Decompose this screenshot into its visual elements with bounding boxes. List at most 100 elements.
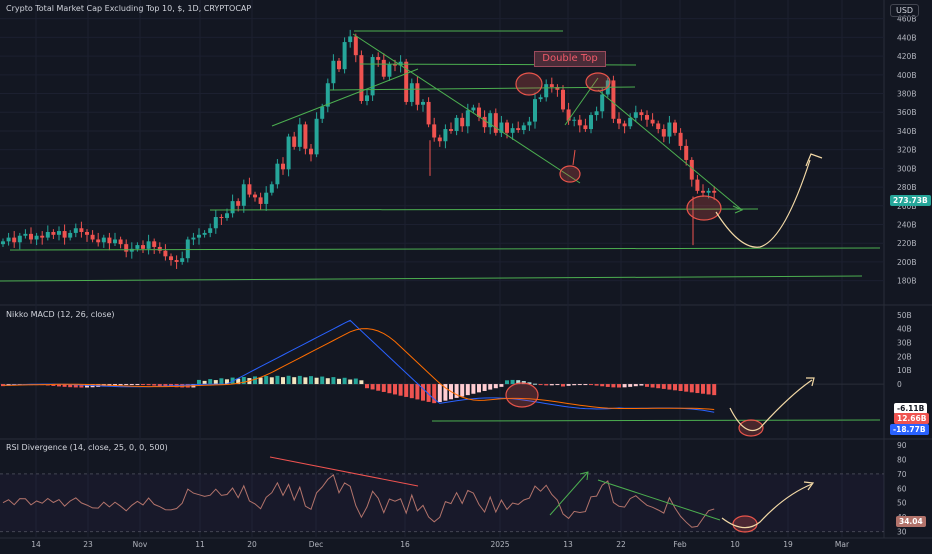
macd-bar <box>611 384 616 388</box>
macd-bar <box>370 384 375 390</box>
macd-bar <box>493 384 498 389</box>
macd-bar <box>471 384 476 394</box>
chart-title: Crypto Total Market Cap Excluding Top 10… <box>6 4 252 13</box>
macd-bar <box>337 378 341 385</box>
macd-bar <box>712 384 717 396</box>
candle <box>376 57 381 60</box>
macd-bar <box>533 383 537 385</box>
y-tick-label: 200B <box>897 258 916 267</box>
candle <box>107 237 112 244</box>
candle <box>348 36 353 43</box>
macd-tick-label: 40B <box>897 325 912 334</box>
macd-bar <box>113 384 117 386</box>
x-tick-label: Dec <box>309 540 324 549</box>
x-tick-label: 23 <box>83 540 93 549</box>
candle <box>622 123 627 127</box>
candle <box>79 228 84 232</box>
projection-curve <box>715 159 811 248</box>
macd-bar <box>510 379 515 385</box>
candle <box>555 86 560 90</box>
candle <box>667 122 672 137</box>
macd-low-circle <box>738 419 764 437</box>
macd-bar <box>577 384 582 386</box>
candle <box>493 113 498 133</box>
candle <box>185 239 190 259</box>
macd-bar <box>219 378 224 385</box>
candle <box>661 129 666 137</box>
low-circle <box>559 165 581 183</box>
macd-bar <box>79 384 84 388</box>
candle <box>57 231 61 235</box>
macd-bar <box>684 384 689 392</box>
candle <box>320 106 325 119</box>
macd-pane-title: Nikko MACD (12, 26, close) <box>6 310 115 319</box>
macd-bar <box>426 384 431 402</box>
macd-bar <box>706 384 711 395</box>
macd-bar <box>146 384 151 386</box>
macd-bar <box>538 384 543 386</box>
y-tick-label: 440B <box>897 33 916 42</box>
neckline <box>209 208 759 211</box>
macd-bar <box>437 384 442 403</box>
candle <box>421 101 425 105</box>
candle <box>281 163 285 170</box>
candle <box>157 246 162 251</box>
candle <box>566 109 571 121</box>
macd-bar <box>342 377 347 385</box>
candle <box>342 42 347 70</box>
candle <box>297 124 302 147</box>
candle <box>393 64 397 66</box>
candle <box>695 179 700 191</box>
macd-bar <box>297 375 302 385</box>
macd-bar <box>163 384 168 387</box>
rsi-projection <box>721 483 813 529</box>
rsi-up-line <box>549 471 589 516</box>
candle <box>449 129 453 131</box>
y-tick-label: 400B <box>897 71 916 80</box>
candle <box>12 237 17 243</box>
macd-bar <box>141 384 145 386</box>
candle <box>325 83 330 107</box>
candle <box>51 231 56 235</box>
macd-bar <box>656 384 661 389</box>
candle <box>471 107 476 111</box>
candle <box>174 260 179 262</box>
drawing-stroke <box>572 149 576 166</box>
candle <box>577 119 582 126</box>
candle <box>247 184 252 195</box>
candle <box>96 239 101 243</box>
candle <box>561 89 565 110</box>
candle <box>275 163 280 185</box>
candle <box>180 258 185 262</box>
candle <box>432 124 437 138</box>
candle <box>353 36 358 56</box>
candle <box>253 194 257 198</box>
macd-bar <box>124 384 129 386</box>
candle <box>589 115 593 130</box>
macd-bar <box>62 384 67 387</box>
macd-bar <box>460 384 465 397</box>
x-tick-label: 22 <box>616 540 626 549</box>
candle <box>488 113 493 128</box>
candle <box>533 99 537 122</box>
candle <box>68 232 73 238</box>
macd-bar <box>353 378 358 385</box>
candle <box>73 228 78 233</box>
macd-bar <box>639 384 644 386</box>
macd-bar <box>673 384 677 391</box>
candle <box>90 234 95 240</box>
candle <box>40 235 45 238</box>
macd-bar <box>152 384 157 386</box>
candle <box>437 137 442 142</box>
macd-bar <box>393 384 397 395</box>
candle <box>477 107 481 117</box>
candle <box>549 84 554 87</box>
candle <box>572 119 577 121</box>
currency-badge[interactable]: USD <box>890 4 920 17</box>
macd-bar <box>661 384 666 389</box>
rsi-tick-label: 80 <box>897 455 907 464</box>
candle <box>169 256 173 261</box>
projection-arrow <box>805 153 823 167</box>
